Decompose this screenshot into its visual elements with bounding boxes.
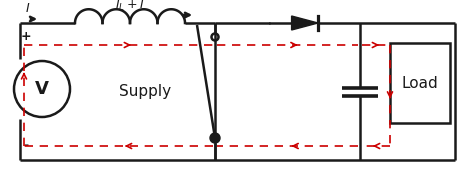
- Text: Load: Load: [401, 75, 438, 90]
- Text: $I_L + I$: $I_L + I$: [115, 0, 145, 13]
- Text: +: +: [21, 30, 31, 43]
- Circle shape: [210, 133, 220, 143]
- Polygon shape: [292, 16, 318, 30]
- Bar: [390, 43, 450, 123]
- Text: -: -: [23, 140, 28, 153]
- Text: $I$: $I$: [25, 2, 31, 15]
- Text: V: V: [35, 80, 49, 98]
- Text: Supply: Supply: [119, 84, 171, 99]
